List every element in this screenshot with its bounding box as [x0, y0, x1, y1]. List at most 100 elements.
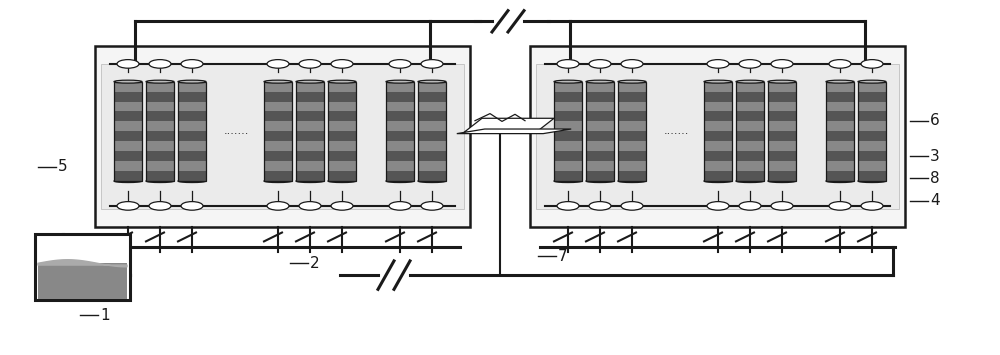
Bar [386, 161, 414, 171]
Bar [386, 121, 414, 131]
Ellipse shape [557, 60, 579, 68]
Ellipse shape [181, 202, 203, 210]
Bar [586, 92, 614, 102]
Ellipse shape [146, 180, 174, 182]
Bar [328, 92, 356, 102]
Text: 1: 1 [100, 308, 110, 323]
Bar [736, 102, 764, 111]
Ellipse shape [389, 60, 411, 68]
Bar [704, 121, 732, 131]
Bar [386, 151, 414, 161]
Text: 5: 5 [58, 159, 68, 174]
Ellipse shape [117, 202, 139, 210]
Bar [386, 111, 414, 121]
Bar [264, 171, 292, 181]
Bar [586, 82, 614, 181]
Bar [768, 171, 796, 181]
Polygon shape [464, 118, 554, 132]
Bar [586, 82, 614, 92]
Ellipse shape [178, 80, 206, 83]
Bar [586, 121, 614, 131]
Bar [328, 111, 356, 121]
Text: 7: 7 [558, 249, 568, 264]
Bar [768, 92, 796, 102]
Bar [586, 151, 614, 161]
Ellipse shape [621, 202, 643, 210]
Bar [264, 102, 292, 111]
Ellipse shape [421, 202, 443, 210]
Text: .......: ....... [663, 126, 689, 136]
Bar [418, 171, 446, 181]
Bar [178, 161, 206, 171]
Bar [618, 171, 646, 181]
Bar [554, 121, 582, 131]
Text: .......: ....... [223, 126, 249, 136]
Bar [296, 141, 324, 151]
Bar [418, 151, 446, 161]
Ellipse shape [178, 180, 206, 182]
Bar [114, 121, 142, 131]
Bar [328, 82, 356, 181]
Bar [146, 151, 174, 161]
Bar [418, 141, 446, 151]
Bar [858, 92, 886, 102]
Bar [386, 82, 414, 92]
Bar [826, 161, 854, 171]
Bar [264, 82, 292, 92]
Bar [296, 161, 324, 171]
Bar [826, 82, 854, 92]
Bar [38, 263, 126, 299]
Bar [858, 161, 886, 171]
Bar [768, 82, 796, 181]
Ellipse shape [421, 60, 443, 68]
Bar [296, 82, 324, 92]
Bar [264, 121, 292, 131]
Bar [418, 82, 446, 92]
Bar [114, 131, 142, 141]
Bar [264, 131, 292, 141]
Ellipse shape [826, 180, 854, 182]
Bar [296, 92, 324, 102]
Bar [114, 161, 142, 171]
Bar [114, 82, 142, 92]
Bar [618, 102, 646, 111]
Bar [178, 131, 206, 141]
Bar [554, 171, 582, 181]
Bar [618, 161, 646, 171]
Ellipse shape [704, 180, 732, 182]
Bar [618, 82, 646, 181]
Bar [554, 92, 582, 102]
Ellipse shape [146, 80, 174, 83]
Bar [618, 151, 646, 161]
Ellipse shape [704, 80, 732, 83]
Text: 2: 2 [310, 256, 320, 271]
Bar [704, 131, 732, 141]
Bar [146, 131, 174, 141]
Bar [101, 64, 464, 209]
Bar [554, 82, 582, 92]
Ellipse shape [296, 180, 324, 182]
Bar [618, 141, 646, 151]
Bar [296, 102, 324, 111]
Bar [178, 151, 206, 161]
Bar [858, 131, 886, 141]
Ellipse shape [621, 60, 643, 68]
Bar [114, 102, 142, 111]
Ellipse shape [736, 180, 764, 182]
Bar [554, 151, 582, 161]
Bar [418, 102, 446, 111]
Bar [858, 151, 886, 161]
Bar [826, 151, 854, 161]
Bar [768, 82, 796, 92]
Bar [858, 102, 886, 111]
Bar [618, 121, 646, 131]
Ellipse shape [554, 80, 582, 83]
Ellipse shape [739, 202, 761, 210]
Bar [328, 171, 356, 181]
Bar [146, 161, 174, 171]
Ellipse shape [861, 202, 883, 210]
Ellipse shape [586, 180, 614, 182]
Ellipse shape [736, 80, 764, 83]
Bar [146, 121, 174, 131]
Ellipse shape [618, 80, 646, 83]
